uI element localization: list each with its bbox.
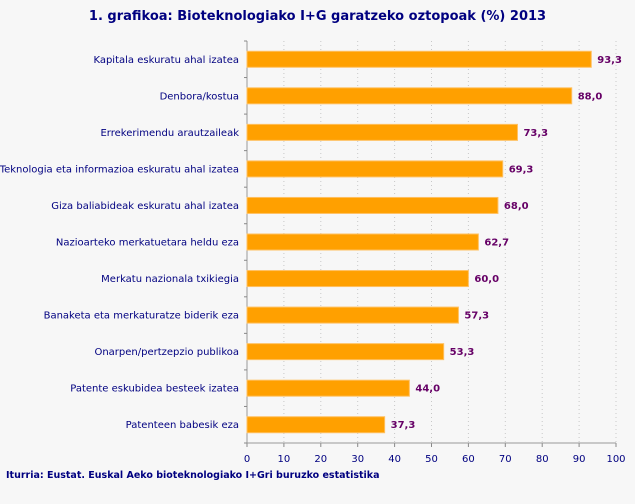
category-label: Merkatu nazionala txikiegia [101, 274, 239, 285]
category-label: Errekerimendu arautzaileak [100, 128, 239, 139]
data-label: 69,3 [509, 164, 534, 175]
source-note: Iturria: Eustat. Euskal Aeko bioteknolog… [6, 470, 380, 481]
data-label: 73,3 [523, 128, 548, 139]
data-label: 53,3 [450, 347, 475, 358]
category-label: Nazioarteko merkatuetara heldu eza [56, 238, 239, 249]
data-label: 62,7 [484, 238, 509, 249]
category-label: Patente eskubidea besteek izatea [70, 384, 239, 395]
bar [246, 270, 469, 288]
x-tick-label: 10 [278, 454, 291, 465]
x-tick-label: 20 [314, 454, 327, 465]
bar [246, 87, 573, 105]
data-label: 44,0 [415, 384, 440, 395]
data-label: 37,3 [391, 420, 416, 431]
x-tick-label: 90 [573, 454, 586, 465]
bar [246, 123, 518, 141]
x-tick-label: 40 [388, 454, 401, 465]
x-tick-label: 80 [536, 454, 549, 465]
bar [246, 416, 386, 434]
bar [246, 343, 445, 361]
category-label: Banaketa eta merkaturatze biderik eza [44, 311, 239, 322]
category-label: Kapitala eskuratu ahal izatea [93, 55, 239, 66]
data-label: 93,3 [597, 55, 622, 66]
category-label: Onarpen/pertzepzio publikoa [94, 347, 239, 358]
x-tick-label: 50 [425, 454, 438, 465]
bar [246, 233, 479, 251]
data-label: 60,0 [474, 274, 499, 285]
category-label: Patenteen babesik eza [126, 420, 239, 431]
bar [246, 50, 592, 68]
x-tick-label: 0 [244, 454, 250, 465]
chart-title: 1. grafikoa: Bioteknologiako I+G garatze… [88, 9, 547, 24]
category-label: Denbora/kostua [160, 91, 239, 102]
category-label: Giza baliabideak eskuratu ahal izatea [51, 201, 239, 212]
bar [246, 160, 504, 178]
data-label: 57,3 [464, 311, 489, 322]
x-tick-label: 60 [462, 454, 475, 465]
bar [246, 379, 410, 397]
x-tick-label: 70 [499, 454, 512, 465]
x-tick-label: 100 [606, 454, 625, 465]
data-label: 68,0 [504, 201, 529, 212]
x-tick-label: 30 [351, 454, 364, 465]
bar [246, 196, 499, 214]
bar [246, 306, 459, 324]
category-label: Teknologia eta informazioa eskuratu ahal… [0, 164, 239, 175]
data-label: 88,0 [578, 91, 603, 102]
